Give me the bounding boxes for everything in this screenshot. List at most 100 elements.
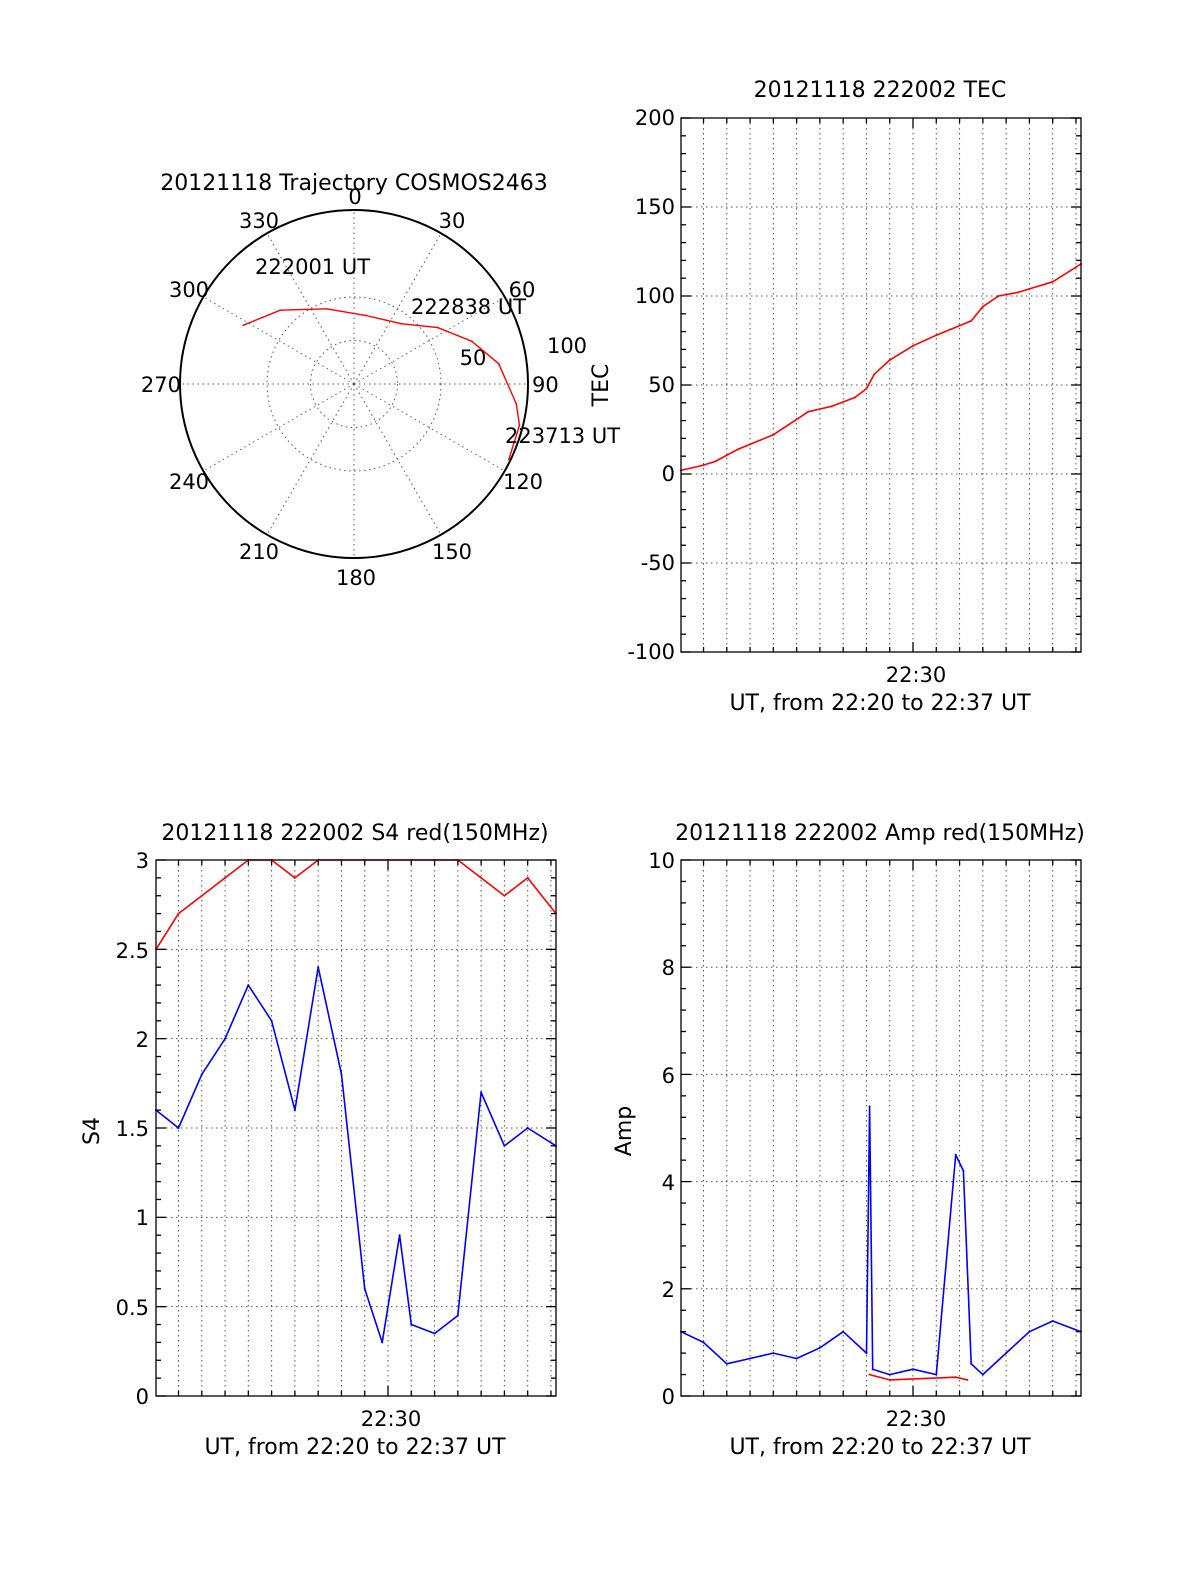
amp-data-point [888, 1378, 891, 1381]
azimuth-label-270: 270 [141, 373, 181, 397]
amp-data-point [1028, 1330, 1031, 1333]
amp-x-tick-label: 22:30 [886, 1407, 947, 1431]
s4-data-point [480, 876, 483, 879]
amp-series-line-1 [869, 1373, 968, 1381]
azimuth-label-120: 120 [503, 470, 543, 494]
s4-data-point [526, 1127, 529, 1129]
tec-y-tick-label: 50 [648, 373, 675, 397]
tec-data-point [772, 433, 775, 436]
s4-data-point [200, 1073, 203, 1076]
polar-spoke [203, 296, 355, 385]
tec-grid [681, 118, 1081, 652]
amp-data-point [1051, 1319, 1054, 1322]
s4-data-point [398, 1234, 401, 1237]
trajectory-point [325, 307, 328, 310]
tec-x-axis-label: UT, from 22:20 to 22:37 UT [729, 691, 1031, 716]
polar-spoke [203, 383, 355, 472]
amp-data-point [868, 1105, 871, 1108]
polar-title: 20121118 Trajectory COSMOS2463 [160, 171, 547, 196]
amp-data-point [871, 1368, 874, 1371]
s4-data-point [480, 1091, 483, 1094]
tec-data-point [1051, 280, 1054, 283]
tec-y-tick-label: 150 [635, 195, 675, 219]
polar-spoke [266, 383, 355, 535]
tec-data-point [912, 344, 915, 347]
amp-series-line-0 [680, 1105, 1082, 1376]
tec-data-point [853, 396, 856, 399]
tec-y-axis-label: TEC [589, 364, 614, 408]
s4-data-point [270, 1019, 273, 1022]
s4-data-point [224, 876, 227, 879]
tec-series-line-0 [680, 263, 1082, 472]
s4-y-tick-labels: 0 0.5 1 1.5 2 2.5 3 [116, 849, 149, 1409]
tec-data-point [702, 464, 705, 467]
polar-spoke [353, 233, 442, 385]
tec-x-tick-label: 22:30 [886, 663, 947, 687]
amp-data-point [935, 1373, 938, 1376]
amp-y-tick-label: 4 [662, 1171, 675, 1195]
s4-data-point [433, 1332, 436, 1335]
azimuth-label-150: 150 [432, 540, 472, 564]
amp-data-point [966, 1378, 969, 1381]
tec-data-point [1028, 287, 1031, 290]
tec-plot: 20121118 222002 TEC -100 -50 0 50 100 15… [589, 78, 1082, 716]
s4-data-point [456, 1314, 459, 1317]
s4-data-point [177, 912, 180, 915]
s4-y-tick-label: 2.5 [116, 939, 149, 963]
amp-data-point [772, 1352, 775, 1355]
azimuth-label-0: 0 [348, 185, 361, 209]
azimuth-label-30: 30 [439, 209, 466, 233]
s4-data-point [503, 1144, 506, 1147]
trajectory-point [470, 340, 473, 343]
s4-data-point [247, 984, 250, 987]
tec-data-point [1016, 291, 1019, 294]
s4-y-axis-label: S4 [80, 1117, 105, 1145]
polar-spoke [353, 296, 505, 385]
trajectory-point [507, 458, 510, 461]
tec-y-tick-label: -50 [641, 551, 675, 575]
trajectory-point [365, 314, 367, 317]
s4-data-point [317, 966, 320, 969]
start-time-annotation: 222001 UT [255, 255, 370, 279]
tec-data-point [807, 410, 810, 413]
end-time-annotation: 223713 UT [505, 424, 620, 448]
tec-title: 20121118 222002 TEC [754, 78, 1007, 103]
amp-data-point [749, 1357, 752, 1360]
azimuth-label-300: 300 [169, 278, 209, 302]
amp-y-axis-label: Amp [612, 1106, 637, 1156]
amp-data-point [818, 1346, 821, 1349]
tec-data-point [997, 295, 1000, 297]
trajectory-point [515, 403, 518, 405]
azimuth-label-240: 240 [169, 470, 209, 494]
s4-data-point [224, 1037, 227, 1040]
s4-data-point [363, 1287, 366, 1290]
azimuth-label-90: 90 [532, 373, 559, 397]
polar-azimuth-labels: 0 30 60 90 120 150 180 210 240 270 300 3… [141, 185, 559, 590]
tec-data-point [865, 387, 868, 390]
tec-y-tick-label: 200 [635, 106, 675, 130]
radial-label-100: 100 [547, 334, 587, 358]
mid-time-annotation: 222838 UT [411, 295, 526, 319]
azimuth-label-210: 210 [239, 540, 279, 564]
s4-x-tick-label: 22:30 [361, 1407, 422, 1431]
s4-y-tick-label: 0 [136, 1385, 149, 1409]
azimuth-label-330: 330 [239, 209, 279, 233]
amp-data-point [962, 1169, 965, 1172]
s4-y-tick-label: 1 [136, 1206, 149, 1230]
amp-data-point [1005, 1352, 1008, 1355]
s4-data-point [340, 1073, 343, 1076]
polar-grid-circle [310, 340, 398, 428]
tec-y-tick-label: -100 [627, 640, 675, 664]
amp-data-point [981, 1373, 984, 1376]
amp-data-point [954, 1153, 957, 1156]
amp-grid [681, 860, 1081, 1396]
s4-ticks [156, 859, 556, 1397]
s4-data-point [381, 1341, 384, 1344]
tec-data-point [970, 319, 973, 322]
tec-data-point [935, 334, 938, 337]
s4-data-point [200, 894, 203, 897]
amp-y-tick-label: 8 [662, 956, 675, 980]
amp-data-point [725, 1362, 728, 1365]
tec-data-point [737, 448, 740, 451]
s4-data-point [293, 876, 296, 879]
